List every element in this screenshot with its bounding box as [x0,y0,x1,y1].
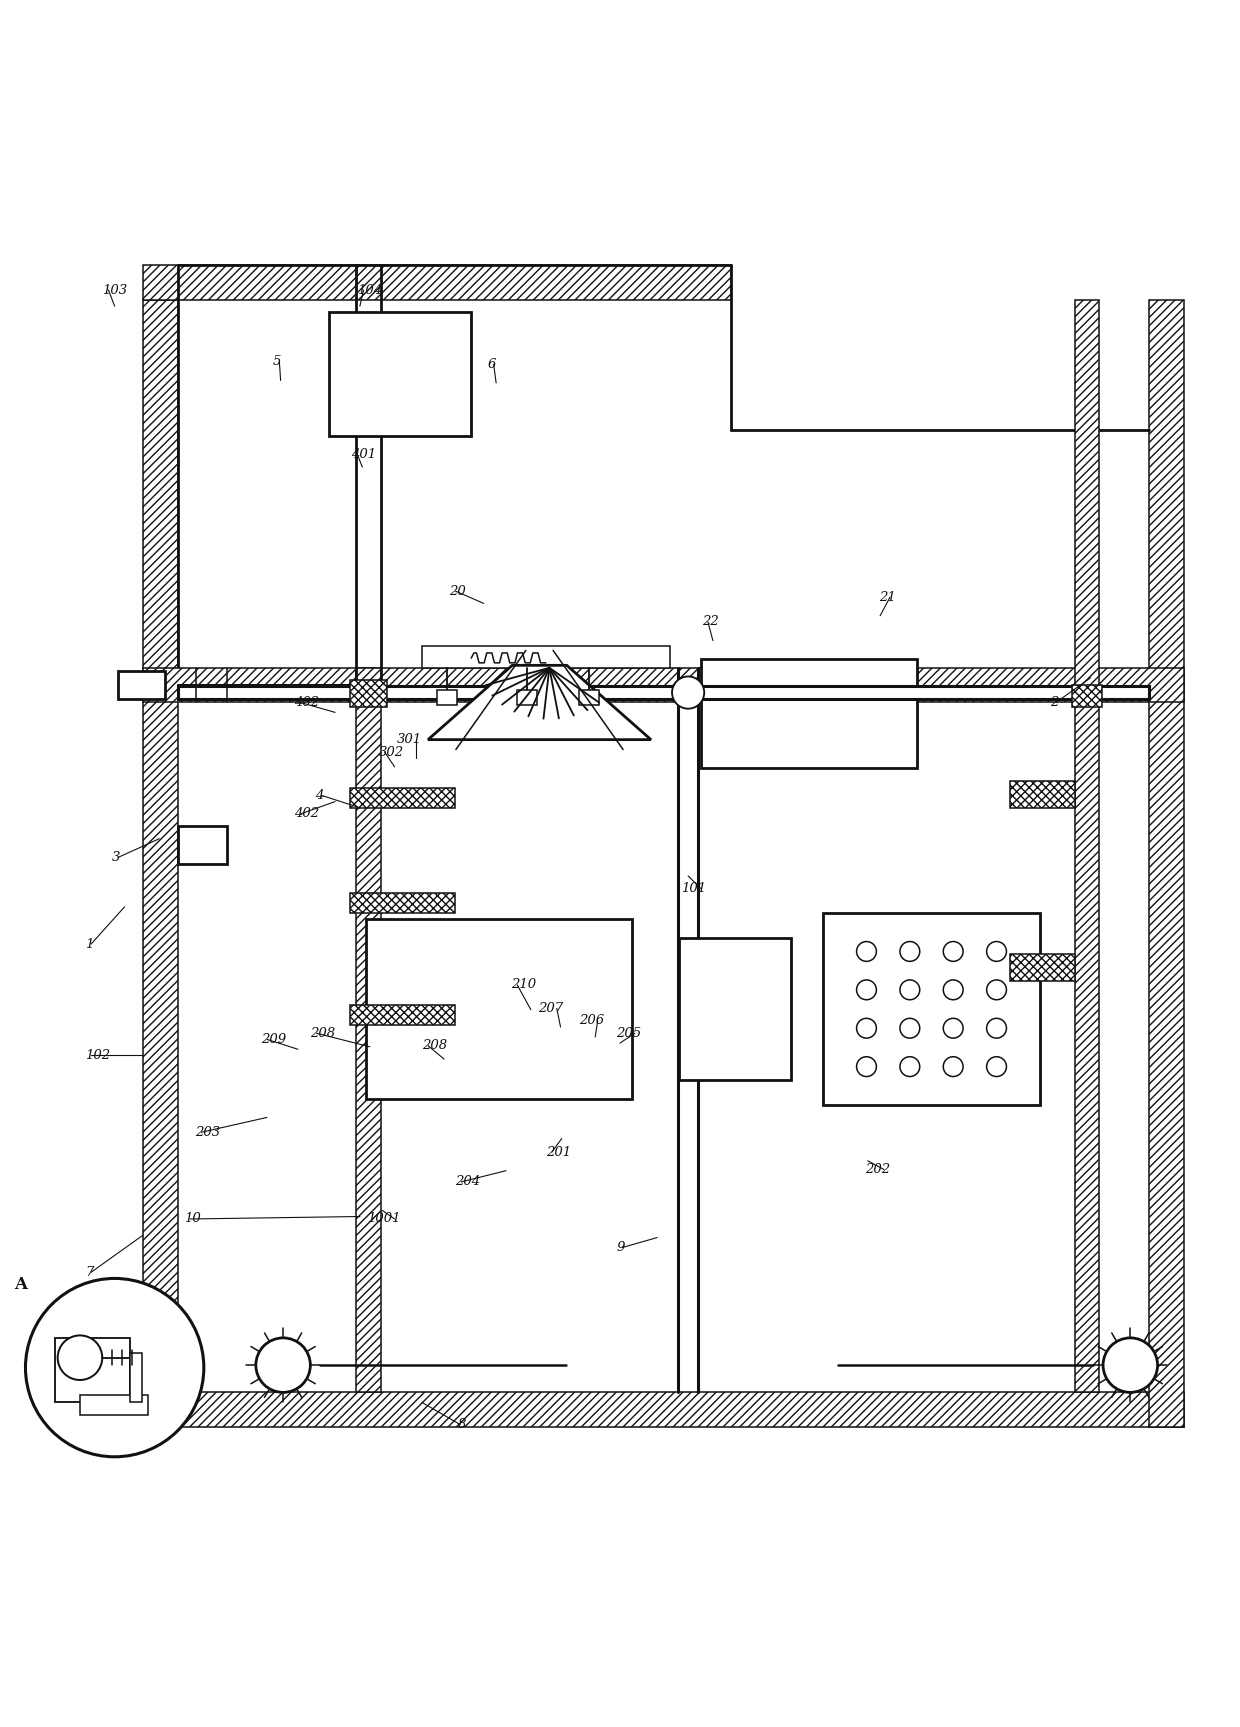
Text: 208: 208 [422,1040,446,1052]
Bar [1073,686,1102,708]
Text: 1: 1 [84,938,93,950]
Bar [1011,781,1075,808]
Text: A: A [14,1276,27,1294]
Circle shape [987,1057,1007,1076]
Bar [350,1005,455,1024]
Text: 205: 205 [616,1026,641,1040]
Circle shape [900,1057,920,1076]
Bar [517,691,537,705]
Text: 7: 7 [84,1266,93,1278]
Bar [56,1338,129,1402]
Bar [422,646,670,668]
Text: 6: 6 [487,357,496,371]
Text: 10: 10 [184,1212,201,1226]
Text: 9: 9 [616,1242,625,1254]
Bar [143,1392,1183,1427]
Circle shape [1104,1338,1158,1392]
Circle shape [857,1019,877,1038]
Bar [436,691,456,705]
Bar [680,938,791,1081]
Bar [356,703,381,1392]
Text: 104: 104 [357,283,382,297]
Bar [79,1395,148,1414]
Circle shape [987,941,1007,962]
Text: 207: 207 [538,1002,563,1015]
Bar [143,266,732,300]
Text: 101: 101 [682,882,707,895]
Circle shape [944,1019,963,1038]
Bar [701,660,918,769]
Text: 1001: 1001 [367,1212,401,1226]
Circle shape [255,1338,310,1392]
Bar [177,686,1149,699]
Bar [143,300,177,1427]
Circle shape [672,677,704,708]
Text: 22: 22 [702,615,718,629]
Circle shape [987,979,1007,1000]
Bar [350,680,387,708]
Text: 210: 210 [511,979,536,991]
Text: 202: 202 [864,1162,890,1176]
Text: 103: 103 [102,283,128,297]
Text: 208: 208 [310,1026,336,1040]
Circle shape [857,941,877,962]
Bar [129,1352,141,1402]
Text: 209: 209 [260,1033,286,1047]
Circle shape [944,941,963,962]
Bar [329,313,471,437]
Text: 301: 301 [397,734,422,746]
Circle shape [987,1019,1007,1038]
Text: 402: 402 [294,696,320,710]
Bar [823,914,1040,1105]
Text: 302: 302 [378,746,403,758]
Text: 201: 201 [546,1145,570,1159]
Circle shape [857,1057,877,1076]
Bar [1075,300,1100,1392]
Text: 402: 402 [294,808,320,820]
Circle shape [944,979,963,1000]
Text: 4: 4 [315,789,324,801]
Circle shape [58,1335,102,1380]
Bar [350,893,455,914]
Circle shape [900,941,920,962]
Text: 203: 203 [195,1126,221,1138]
Bar [356,668,381,693]
Bar [1149,300,1183,1427]
Bar [118,672,165,699]
Text: 3: 3 [112,851,120,864]
Circle shape [26,1278,203,1458]
Circle shape [900,1019,920,1038]
Text: 401: 401 [351,449,377,461]
Text: 102: 102 [84,1048,110,1062]
Text: 5: 5 [273,356,281,368]
Bar [177,826,227,864]
Text: 21: 21 [879,591,897,604]
Text: 204: 204 [455,1176,480,1188]
Bar [579,691,599,705]
Text: 20: 20 [449,584,466,598]
Text: 206: 206 [579,1014,604,1028]
Circle shape [944,1057,963,1076]
Text: 2: 2 [1050,696,1058,710]
Bar [1011,953,1075,981]
Bar [366,919,632,1098]
Bar [143,668,1183,703]
Circle shape [857,979,877,1000]
Circle shape [900,979,920,1000]
Text: 8: 8 [458,1418,466,1432]
Bar [350,788,455,808]
Polygon shape [428,665,651,739]
